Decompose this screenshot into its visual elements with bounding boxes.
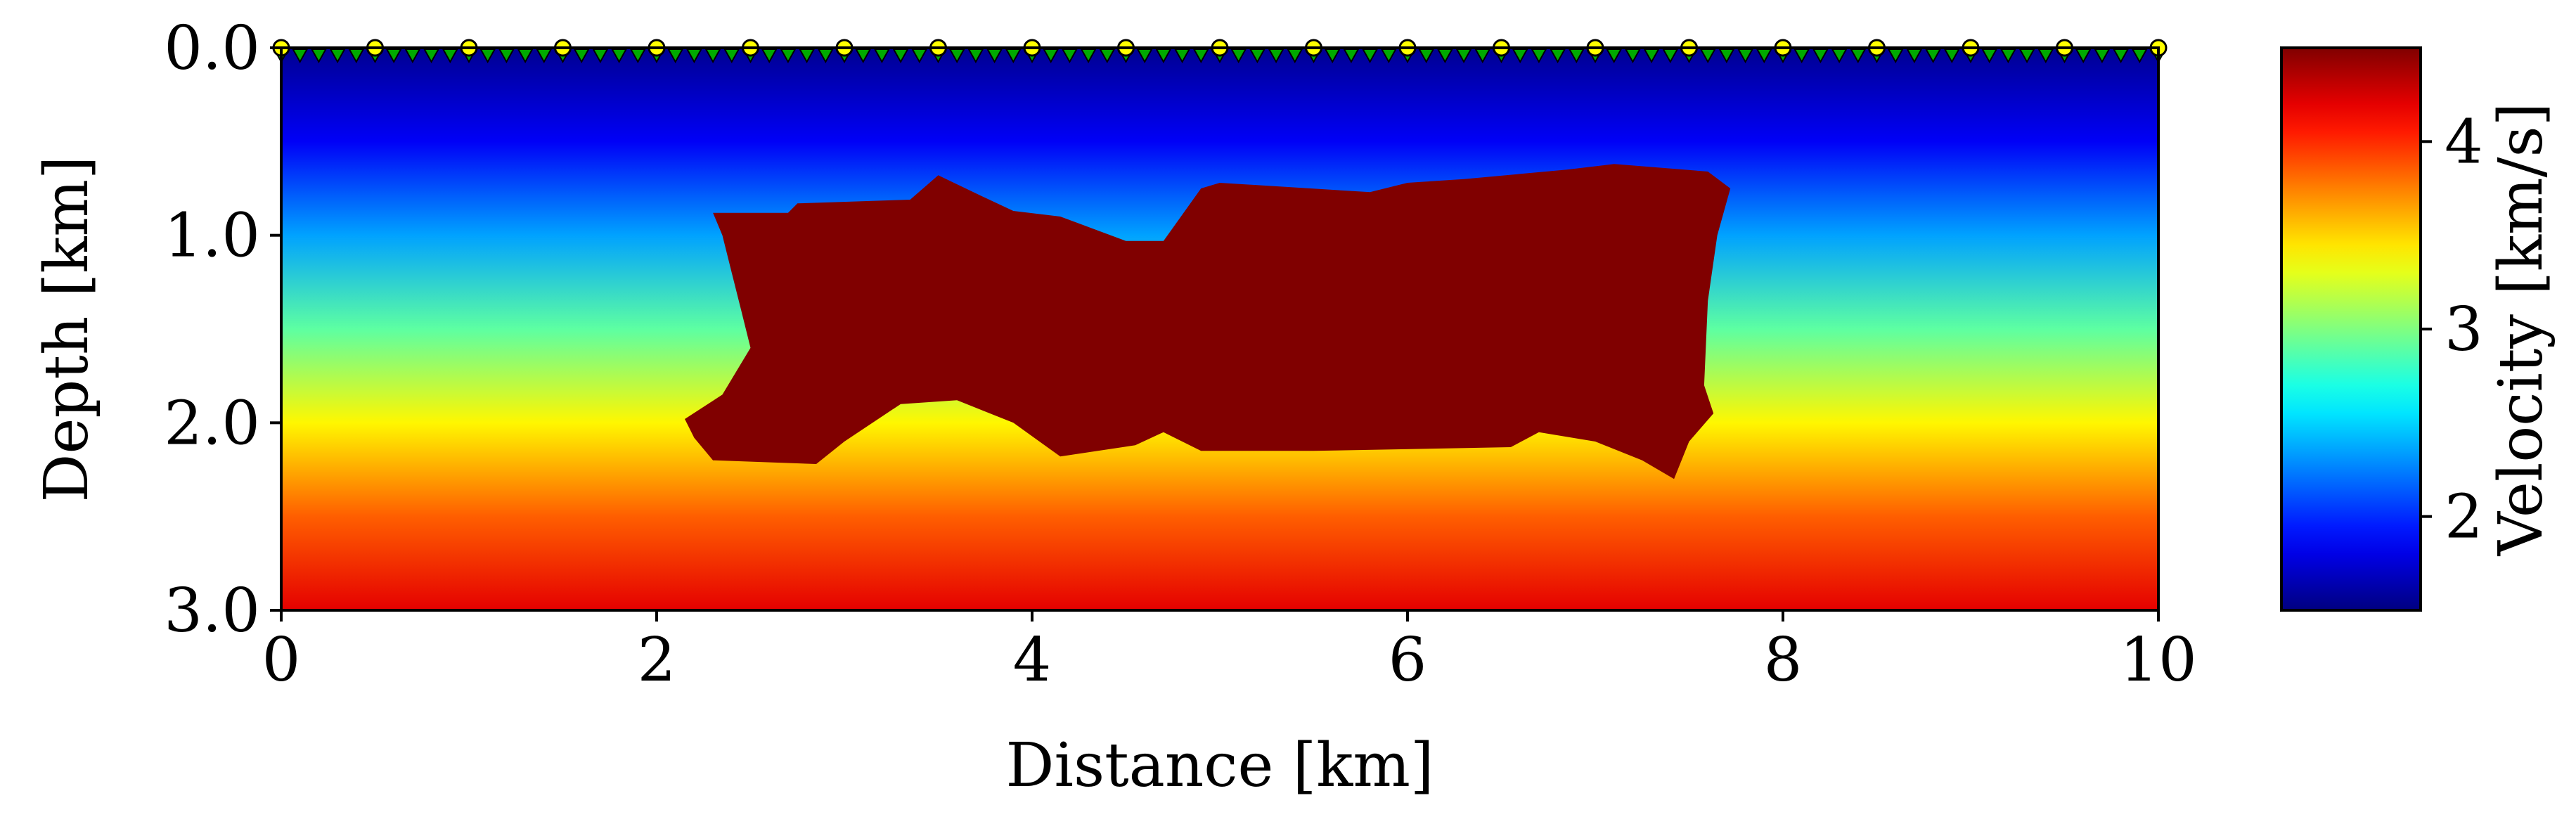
colorbar-frame [2280, 46, 2422, 612]
x-tick-label: 4 [1013, 625, 1052, 695]
y-axis-label: Depth [km] [32, 156, 102, 503]
x-axis: 0 2 4 6 8 10 [262, 610, 2197, 695]
x-tick-label: 10 [2120, 625, 2196, 695]
x-tick-label: 8 [1764, 625, 1803, 695]
plot-area [272, 39, 2168, 612]
colorbar-fill [2281, 48, 2421, 610]
colorbar-tick-label: 4 [2445, 107, 2483, 177]
colorbar-ticks: 2 3 4 [2421, 107, 2483, 553]
y-axis: 0.0 1.0 2.0 3.0 [164, 13, 281, 646]
y-tick-label: 3.0 [164, 576, 260, 646]
x-tick-label: 2 [638, 625, 676, 695]
y-tick-label: 1.0 [164, 201, 260, 271]
colorbar: 2 3 4 Velocity [km/s] [2280, 46, 2556, 612]
plot-frame [280, 46, 2160, 612]
colorbar-tick-label: 2 [2445, 482, 2483, 553]
y-tick-label: 0.0 [164, 13, 260, 84]
salt-body [685, 164, 1731, 479]
x-axis-label: Distance [km] [1006, 730, 1434, 801]
colorbar-label: Velocity [km/s] [2486, 103, 2556, 556]
colorbar-tick-label: 3 [2445, 295, 2483, 365]
x-tick-label: 6 [1389, 625, 1427, 695]
x-tick-label: 0 [262, 625, 301, 695]
y-tick-label: 2.0 [164, 388, 260, 458]
